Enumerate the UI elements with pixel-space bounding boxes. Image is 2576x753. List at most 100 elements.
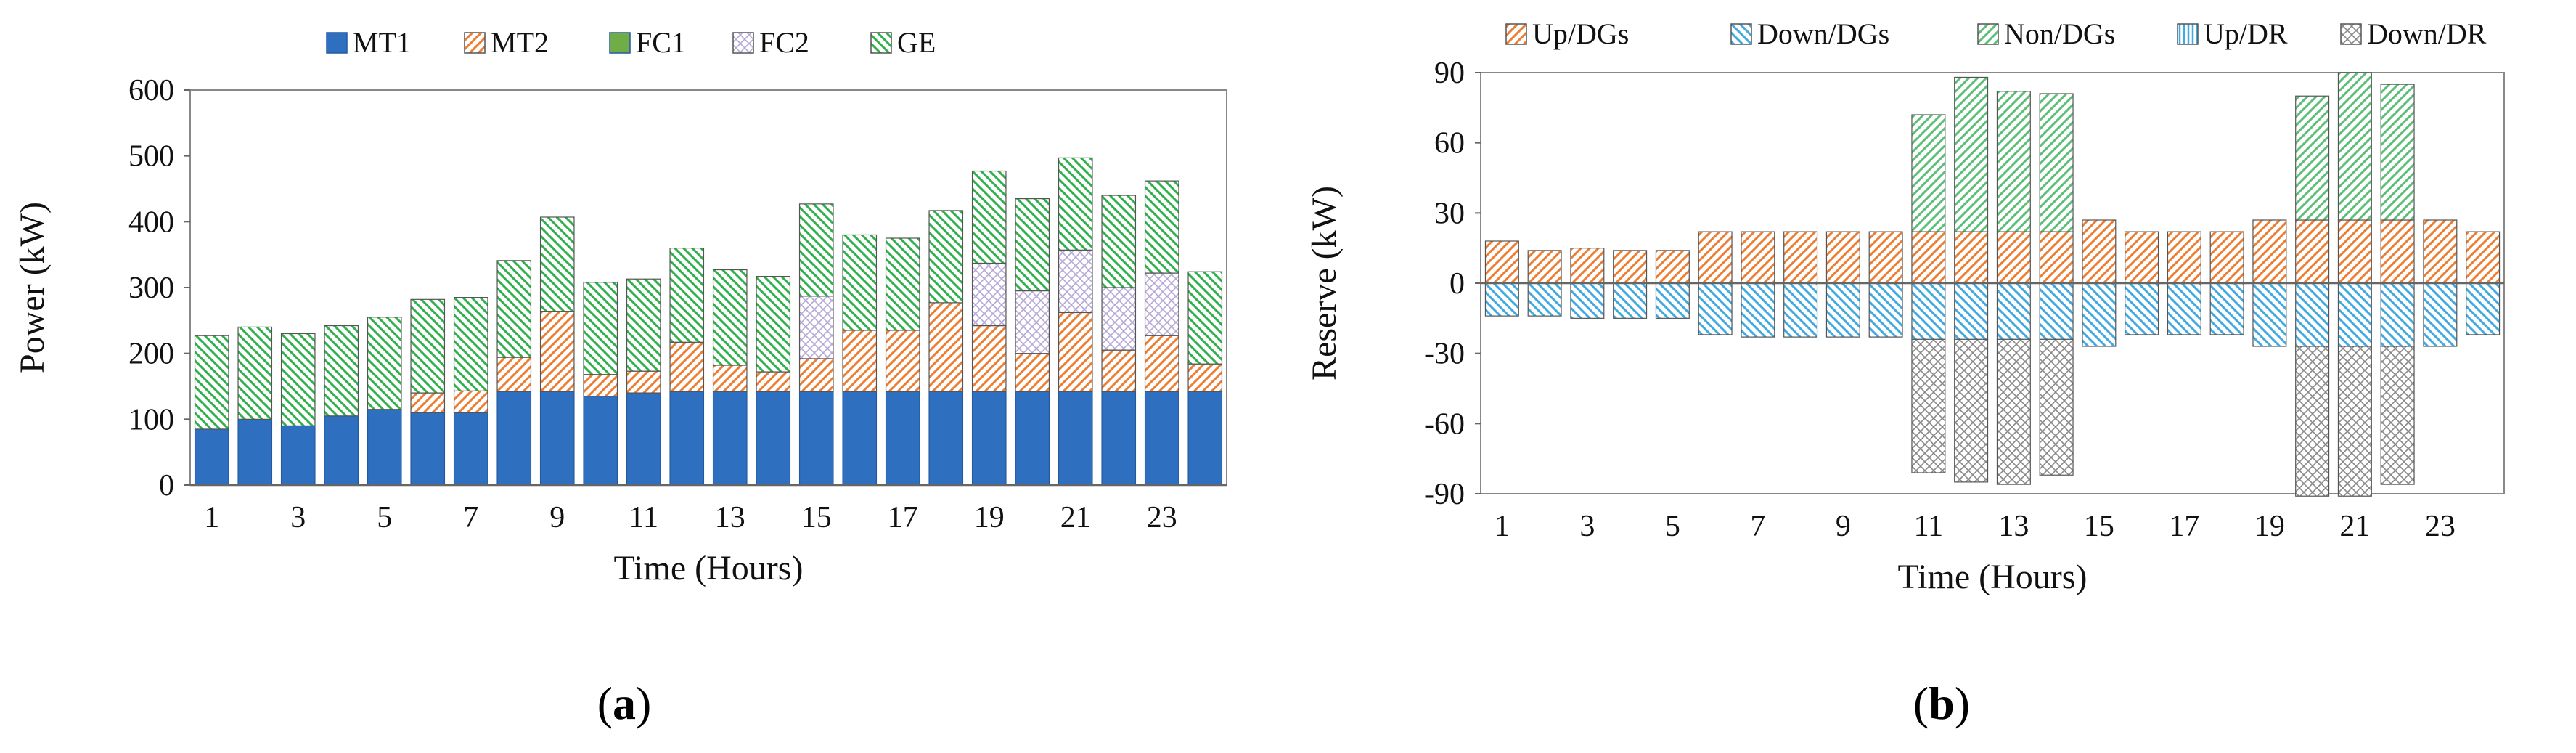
bar-mt2-h21 [1058, 312, 1093, 392]
bar-mt1-h21 [1058, 391, 1093, 486]
bar-mt1-h2 [237, 418, 273, 486]
legend: Up/DGs Down/DGs Non/DGs Up/DR Down/DR [1505, 17, 2487, 50]
legend-label-non-dgs: Non/DGs [2004, 17, 2115, 50]
panel-a-caption: (a) [597, 677, 652, 729]
bar-mt2-h13 [712, 365, 748, 392]
bar-mt2-h18 [928, 302, 964, 392]
x-tick-label: 1 [204, 501, 219, 534]
bar-down-dgs-h12 [1954, 282, 1989, 340]
bar-ge-h9 [539, 216, 575, 312]
bar-down-dgs-h15 [2082, 282, 2117, 347]
legend-swatch-fc1 [609, 32, 631, 54]
x-tick-label: 17 [2169, 510, 2199, 543]
bar-up-dgs-h24 [2466, 231, 2501, 284]
bar-ge-h1 [194, 335, 229, 430]
bar-ge-h8 [496, 260, 532, 358]
y-tick-label: 200 [128, 338, 174, 371]
bar-fc2-h20 [1015, 290, 1050, 354]
bar-down-dgs-h24 [2466, 282, 2501, 335]
bar-mt2-h23 [1144, 335, 1179, 392]
x-tick-label: 3 [290, 501, 306, 534]
x-tick-label: 11 [1914, 510, 1943, 543]
bar-up-dgs-h7 [1741, 231, 1775, 284]
bar-mt2-h9 [539, 311, 575, 392]
bar-mt1-h22 [1101, 391, 1137, 486]
y-tick-label: 0 [159, 469, 174, 502]
bar-down-dgs-h5 [1655, 282, 1690, 319]
legend-swatch-ge [870, 32, 892, 54]
bar-ge-h3 [280, 333, 316, 427]
bar-mt2-h24 [1187, 363, 1223, 392]
bar-down-dgs-h19 [2252, 282, 2287, 347]
bar-mt1-h8 [496, 391, 532, 486]
bar-mt1-h18 [928, 391, 964, 486]
x-tick-label: 19 [974, 501, 1005, 534]
x-tick-label: 21 [1060, 501, 1091, 534]
bar-down-dr-h12 [1954, 338, 1989, 483]
bar-down-dr-h21 [2337, 346, 2372, 497]
bar-non-dgs-h22 [2380, 84, 2415, 221]
bar-up-dgs-h8 [1783, 231, 1818, 284]
bar-down-dgs-h11 [1911, 282, 1946, 340]
bar-fc2-h19 [971, 262, 1007, 327]
y-tick-label: 400 [128, 205, 174, 239]
bar-ge-h13 [712, 269, 748, 366]
bar-down-dgs-h14 [2039, 282, 2074, 340]
x-tick-label: 21 [2339, 510, 2370, 543]
bar-up-dgs-h4 [1613, 250, 1648, 284]
bar-fc2-h23 [1144, 272, 1179, 336]
legend: MT1 MT2 FC1 FC2 GE [326, 26, 936, 59]
bar-ge-h5 [367, 317, 402, 410]
bar-up-dgs-h16 [2125, 231, 2159, 284]
bar-non-dgs-h20 [2295, 95, 2330, 221]
bar-down-dgs-h17 [2167, 282, 2201, 335]
bar-down-dgs-h3 [1570, 282, 1605, 319]
y-tick-label: -90 [1424, 478, 1465, 511]
bar-down-dgs-h10 [1868, 282, 1903, 338]
bar-ge-h4 [324, 325, 359, 417]
bar-down-dr-h20 [2295, 346, 2330, 497]
bar-ge-h18 [928, 210, 964, 304]
bar-mt2-h14 [756, 371, 791, 392]
legend-label-mt1: MT1 [353, 26, 411, 59]
bar-mt1-h17 [885, 391, 920, 486]
bar-down-dgs-h22 [2380, 282, 2415, 347]
bar-ge-h23 [1144, 180, 1179, 274]
bar-up-dgs-h22 [2380, 219, 2415, 284]
bar-mt1-h1 [194, 428, 229, 486]
bar-mt2-h19 [971, 325, 1007, 392]
bar-mt1-h15 [798, 391, 834, 486]
legend-swatch-non-dgs [1977, 23, 1999, 45]
bar-down-dgs-h4 [1613, 282, 1648, 319]
bar-mt2-h17 [885, 330, 920, 392]
x-tick-label: 5 [377, 501, 392, 534]
bar-ge-h15 [798, 203, 834, 297]
legend-swatch-down-dgs [1730, 23, 1752, 45]
bar-ge-h10 [583, 282, 618, 375]
legend-label-up-dgs: Up/DGs [1532, 17, 1629, 50]
y-tick-label: 0 [1449, 267, 1465, 301]
bar-up-dgs-h23 [2423, 219, 2458, 284]
bar-ge-h20 [1015, 198, 1050, 292]
x-tick-label: 19 [2254, 510, 2285, 543]
y-tick-label: -30 [1424, 338, 1465, 371]
x-tick-label: 5 [1665, 510, 1680, 543]
y-tick-label: 90 [1434, 57, 1465, 90]
bar-up-dgs-h13 [1996, 231, 2031, 284]
bar-down-dr-h22 [2380, 346, 2415, 485]
x-tick-label: 9 [549, 501, 565, 534]
bar-mt1-h19 [971, 391, 1007, 486]
bar-mt1-h3 [280, 425, 316, 486]
bar-mt1-h24 [1187, 391, 1223, 486]
bar-mt2-h10 [583, 374, 618, 397]
bar-mt1-h6 [410, 412, 446, 486]
bar-up-dgs-h17 [2167, 231, 2201, 284]
legend-label-fc1: FC1 [636, 26, 686, 59]
x-tick-label: 3 [1579, 510, 1595, 543]
bar-ge-h19 [971, 170, 1007, 264]
y-tick-label: 500 [128, 140, 174, 174]
bar-down-dr-h13 [1996, 338, 2031, 485]
bar-mt2-h11 [626, 370, 661, 394]
bar-mt2-h7 [453, 390, 488, 413]
